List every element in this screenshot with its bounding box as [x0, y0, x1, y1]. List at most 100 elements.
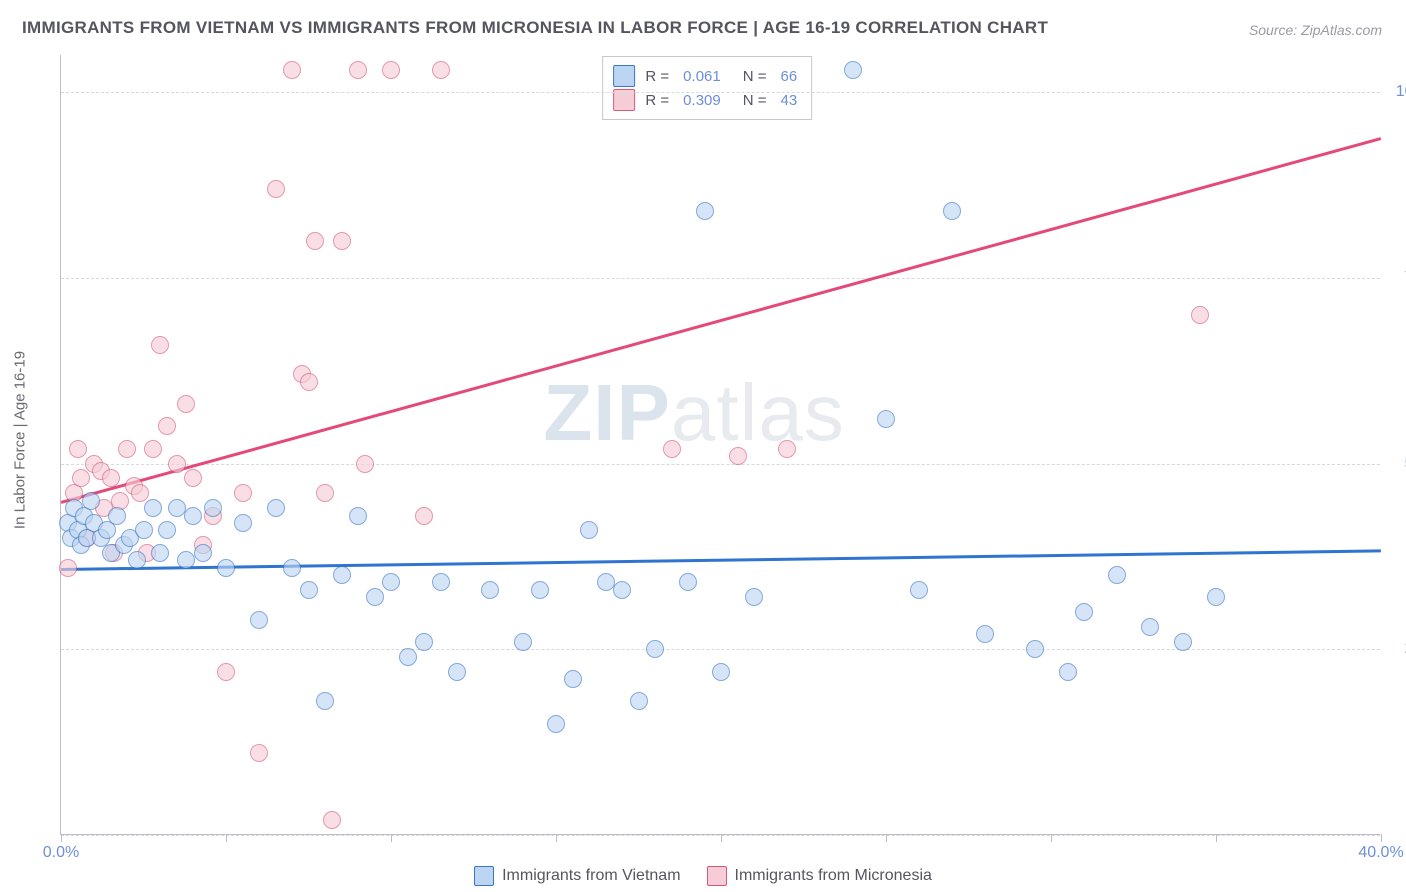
- n-value: 66: [780, 68, 797, 85]
- trend-line: [61, 549, 1381, 570]
- data-point: [663, 440, 681, 458]
- data-point: [696, 202, 714, 220]
- data-point: [448, 663, 466, 681]
- data-point: [1059, 663, 1077, 681]
- data-point: [283, 61, 301, 79]
- y-tick-label: 25.0%: [1390, 640, 1406, 658]
- data-point: [1141, 618, 1159, 636]
- data-point: [168, 455, 186, 473]
- data-point: [69, 440, 87, 458]
- data-point: [300, 373, 318, 391]
- data-point: [234, 514, 252, 532]
- chart-title: IMMIGRANTS FROM VIETNAM VS IMMIGRANTS FR…: [22, 18, 1048, 38]
- data-point: [184, 469, 202, 487]
- legend-item: Immigrants from Micronesia: [707, 866, 932, 886]
- data-point: [415, 633, 433, 651]
- watermark: ZIPatlas: [543, 367, 844, 459]
- data-point: [630, 692, 648, 710]
- data-point: [333, 232, 351, 250]
- data-point: [72, 469, 90, 487]
- data-point: [349, 61, 367, 79]
- data-point: [102, 469, 120, 487]
- data-point: [333, 566, 351, 584]
- data-point: [204, 499, 222, 517]
- data-point: [158, 417, 176, 435]
- r-label: R =: [645, 92, 669, 109]
- data-point: [943, 202, 961, 220]
- n-label: N =: [743, 68, 767, 85]
- data-point: [300, 581, 318, 599]
- x-tick-label: 40.0%: [1358, 844, 1403, 862]
- data-point: [399, 648, 417, 666]
- y-tick-label: 50.0%: [1390, 455, 1406, 473]
- data-point: [250, 744, 268, 762]
- x-tick-label: 0.0%: [43, 844, 79, 862]
- r-value: 0.309: [683, 92, 721, 109]
- data-point: [1174, 633, 1192, 651]
- x-tick: [1051, 834, 1052, 842]
- data-point: [177, 395, 195, 413]
- data-point: [316, 692, 334, 710]
- trend-line: [61, 137, 1382, 503]
- chart-plot-area: ZIPatlas R = 0.061 N = 66 R = 0.309 N = …: [60, 55, 1380, 835]
- data-point: [382, 61, 400, 79]
- x-tick: [721, 834, 722, 842]
- gridline-horizontal: [61, 278, 1380, 279]
- y-tick-label: 100.0%: [1390, 83, 1406, 101]
- legend-item: Immigrants from Vietnam: [474, 866, 680, 886]
- data-point: [382, 573, 400, 591]
- data-point: [151, 544, 169, 562]
- data-point: [59, 559, 77, 577]
- data-point: [910, 581, 928, 599]
- data-point: [432, 61, 450, 79]
- data-point: [158, 521, 176, 539]
- source-attribution: Source: ZipAtlas.com: [1249, 22, 1382, 38]
- r-label: R =: [645, 68, 669, 85]
- data-point: [144, 440, 162, 458]
- data-point: [316, 484, 334, 502]
- x-tick: [391, 834, 392, 842]
- legend-label: Immigrants from Micronesia: [735, 867, 932, 885]
- data-point: [712, 663, 730, 681]
- data-point: [217, 663, 235, 681]
- r-value: 0.061: [683, 68, 721, 85]
- data-point: [267, 499, 285, 517]
- data-point: [1191, 306, 1209, 324]
- legend-label: Immigrants from Vietnam: [502, 867, 680, 885]
- data-point: [564, 670, 582, 688]
- data-point: [144, 499, 162, 517]
- x-tick: [61, 834, 62, 842]
- data-point: [82, 492, 100, 510]
- stats-legend-row: R = 0.061 N = 66: [613, 65, 797, 87]
- data-point: [108, 507, 126, 525]
- swatch-blue-icon: [613, 65, 635, 87]
- data-point: [844, 61, 862, 79]
- y-tick-label: 75.0%: [1390, 269, 1406, 287]
- swatch-pink-icon: [707, 866, 727, 886]
- data-point: [184, 507, 202, 525]
- data-point: [349, 507, 367, 525]
- data-point: [366, 588, 384, 606]
- data-point: [283, 559, 301, 577]
- data-point: [234, 484, 252, 502]
- data-point: [323, 811, 341, 829]
- data-point: [250, 611, 268, 629]
- data-point: [646, 640, 664, 658]
- data-point: [729, 447, 747, 465]
- data-point: [118, 440, 136, 458]
- stats-legend: R = 0.061 N = 66 R = 0.309 N = 43: [602, 56, 812, 120]
- data-point: [194, 544, 212, 562]
- data-point: [177, 551, 195, 569]
- x-tick: [1216, 834, 1217, 842]
- data-point: [168, 499, 186, 517]
- data-point: [267, 180, 285, 198]
- data-point: [745, 588, 763, 606]
- data-point: [1026, 640, 1044, 658]
- data-point: [128, 551, 146, 569]
- data-point: [976, 625, 994, 643]
- data-point: [514, 633, 532, 651]
- gridline-horizontal: [61, 92, 1380, 93]
- data-point: [613, 581, 631, 599]
- x-tick: [886, 834, 887, 842]
- data-point: [356, 455, 374, 473]
